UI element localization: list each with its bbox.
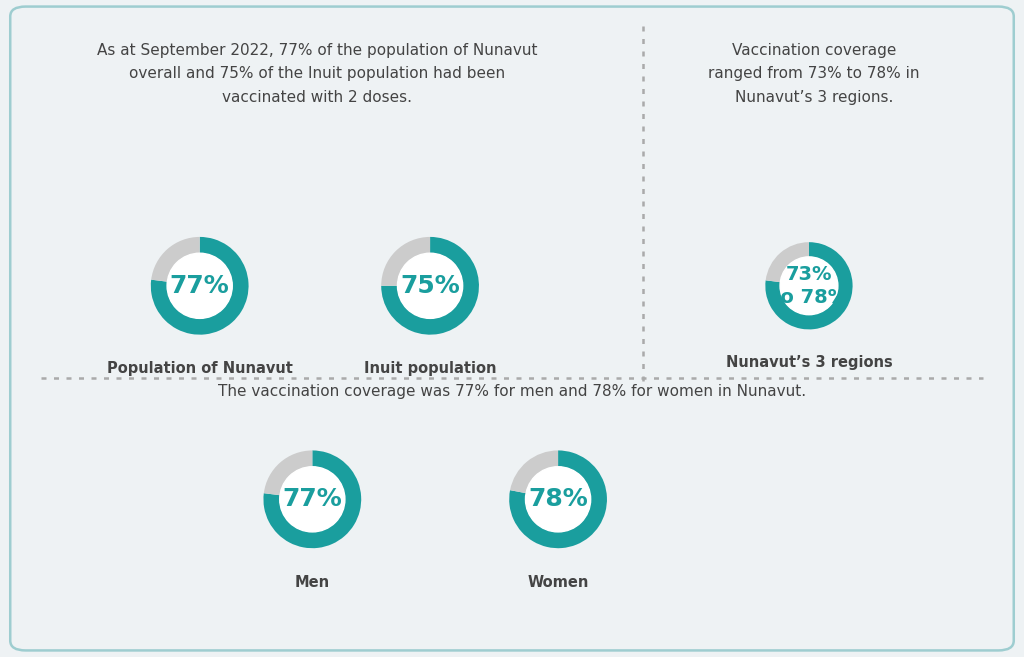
Text: As at September 2022, 77% of the population of Nunavut
overall and 75% of the In: As at September 2022, 77% of the populat… — [97, 43, 538, 104]
Wedge shape — [765, 242, 853, 329]
Wedge shape — [264, 451, 312, 495]
Wedge shape — [510, 451, 558, 493]
Text: Vaccination coverage
ranged from 73% to 78% in
Nunavut’s 3 regions.: Vaccination coverage ranged from 73% to … — [709, 43, 920, 104]
Text: 73%
to 78%: 73% to 78% — [771, 265, 847, 307]
Wedge shape — [152, 237, 200, 282]
Text: 78%: 78% — [528, 487, 588, 511]
Circle shape — [397, 253, 463, 319]
Text: Women: Women — [527, 575, 589, 590]
Text: 75%: 75% — [400, 274, 460, 298]
Circle shape — [780, 257, 838, 315]
FancyBboxPatch shape — [10, 7, 1014, 650]
Text: Population of Nunavut: Population of Nunavut — [106, 361, 293, 376]
Text: 77%: 77% — [170, 274, 229, 298]
Circle shape — [280, 466, 345, 532]
Text: 77%: 77% — [283, 487, 342, 511]
Wedge shape — [509, 451, 607, 548]
Text: The vaccination coverage was 77% for men and 78% for women in Nunavut.: The vaccination coverage was 77% for men… — [218, 384, 806, 399]
Wedge shape — [766, 242, 809, 282]
Text: Nunavut’s 3 regions: Nunavut’s 3 regions — [726, 355, 892, 370]
Wedge shape — [151, 237, 249, 334]
Circle shape — [525, 466, 591, 532]
Wedge shape — [263, 451, 361, 548]
Text: Men: Men — [295, 575, 330, 590]
Circle shape — [167, 253, 232, 319]
Wedge shape — [381, 237, 479, 334]
Wedge shape — [381, 237, 430, 286]
Text: Inuit population: Inuit population — [364, 361, 497, 376]
